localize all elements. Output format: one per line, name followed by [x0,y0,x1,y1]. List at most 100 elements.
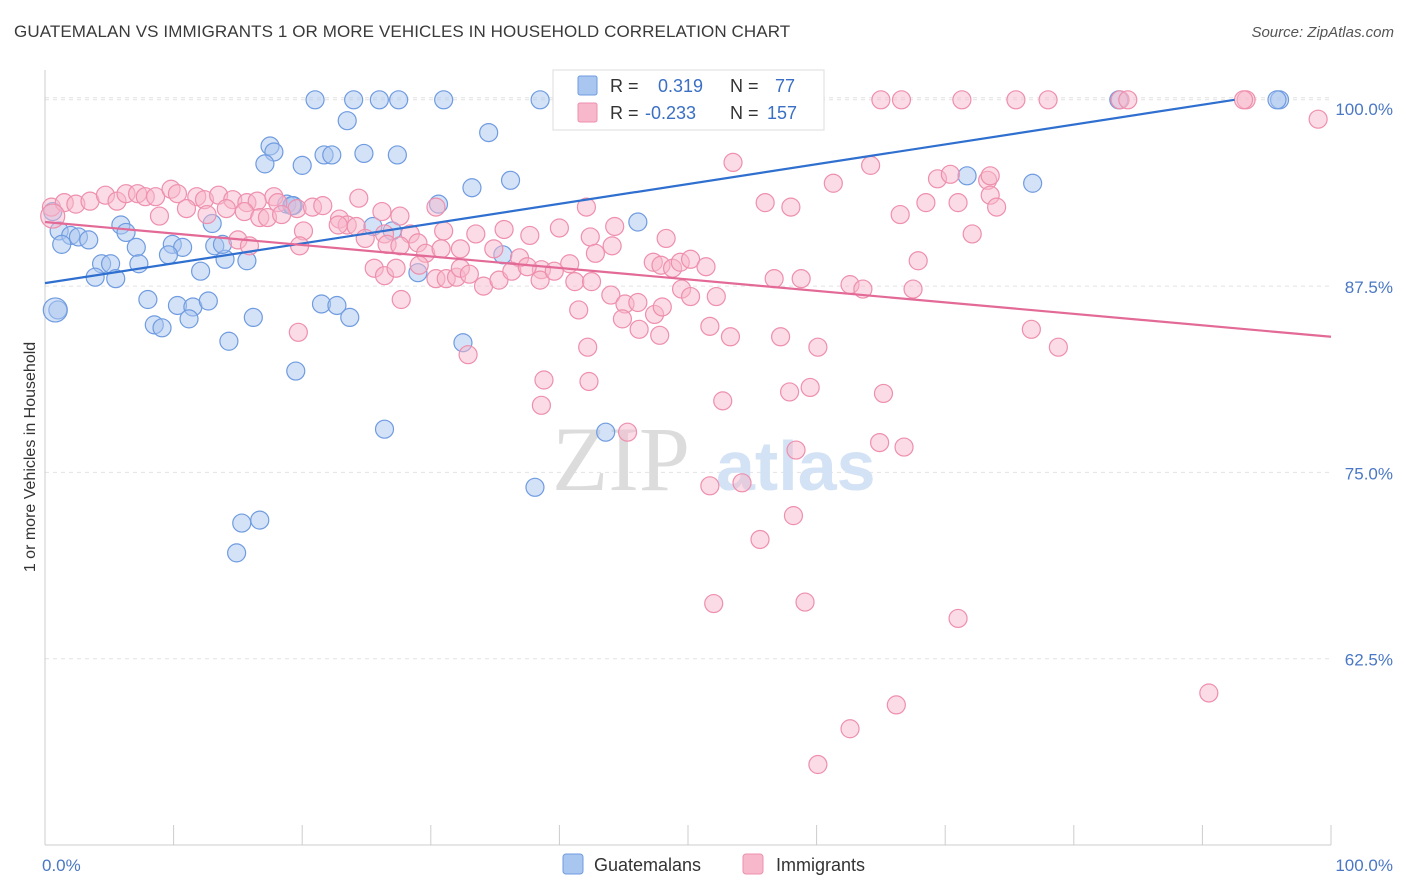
data-point [873,383,894,404]
data-point [390,236,410,256]
x-tick-label: 100.0% [1335,856,1393,875]
data-point [700,476,720,496]
data-point [602,236,622,256]
y-tick-labels: 100.0% 87.5% 75.0% 62.5% [1335,100,1393,670]
data-point [106,269,126,289]
data-point [434,221,454,241]
data-point [349,188,369,208]
data-point [601,285,621,305]
data-point [390,206,410,226]
data-point [459,264,479,284]
data-point [354,143,374,164]
data-point [795,592,815,612]
data-point [232,513,252,533]
data-point [250,510,270,530]
data-point [219,331,239,351]
stats-r-value-guatemalans: 0.319 [658,76,703,96]
data-point [387,145,407,165]
source-label: Source: ZipAtlas.com [1251,24,1394,41]
data-point [617,422,638,442]
data-point [389,90,409,110]
stats-n-label-immigrants: N = [730,103,759,123]
data-point [916,193,936,213]
data-point [980,166,1000,186]
data-point-large [42,297,68,323]
stats-box-frame [552,69,825,131]
data-point [800,377,820,398]
data-point [158,245,179,265]
data-point [520,225,540,246]
data-point [216,199,236,219]
data-point [191,261,211,281]
data-point [344,90,364,110]
data-point [52,234,72,254]
data-point [530,270,550,290]
data-point [534,370,554,390]
watermark-zip: ZIP [552,408,690,510]
data-point [823,173,843,193]
data-point [126,237,146,257]
data-point [840,719,860,739]
stats-swatch-guatemalans [577,75,598,96]
data-point [198,291,218,311]
legend: Guatemalans Immigrants [562,853,865,875]
data-point [531,395,551,415]
data-point [327,295,347,316]
data-point [808,337,828,357]
data-point [706,286,726,307]
data-point [458,345,478,365]
legend-swatch-guatemalans [562,853,584,875]
data-point [861,155,881,175]
data-point [272,204,292,225]
data-point [696,257,716,277]
x-tick-label: 0.0% [42,856,81,875]
data-point [450,239,470,259]
data-point [145,187,166,207]
stats-n-value-guatemalans: 77 [775,76,795,96]
data-point [1048,337,1068,357]
data-point [704,593,724,614]
data-point [152,318,172,338]
stats-n-label-guatemalans: N = [730,76,759,96]
data-point [605,216,625,237]
data-point [1118,90,1138,110]
data-point [431,239,451,259]
data-point [484,239,504,259]
data-point [948,193,968,213]
data-point [328,215,348,235]
data-point [791,269,811,289]
trend-line [44,98,1235,285]
data-point [79,230,99,250]
data-point [750,529,770,550]
y-tick-label: 100.0% [1335,100,1393,119]
data-point [305,90,325,110]
data-point [891,90,912,110]
data-point [581,272,602,292]
data-point [462,178,482,198]
y-tick-label: 62.5% [1345,651,1393,670]
data-point [565,272,585,292]
data-point [479,122,499,143]
data-point [337,111,357,131]
data-point [1199,683,1219,703]
grid-lines [45,97,1331,660]
data-point [369,90,389,110]
trend-lines [44,98,1332,338]
data-point [576,197,597,217]
data-point [808,754,828,775]
axes [44,70,1332,846]
data-point [871,90,891,110]
data-point [434,90,454,110]
data-point [313,196,333,216]
data-point [652,297,672,317]
legend-label-guatemalans: Guatemalans [594,855,701,875]
stats-n-value-immigrants: 157 [767,103,797,123]
data-point [786,440,806,460]
data-point [243,307,263,328]
data-point [770,327,791,347]
data-point [340,307,360,328]
legend-label-immigrants: Immigrants [776,855,865,875]
data-point [957,166,977,186]
data-point [585,243,606,263]
data-point [650,325,670,345]
